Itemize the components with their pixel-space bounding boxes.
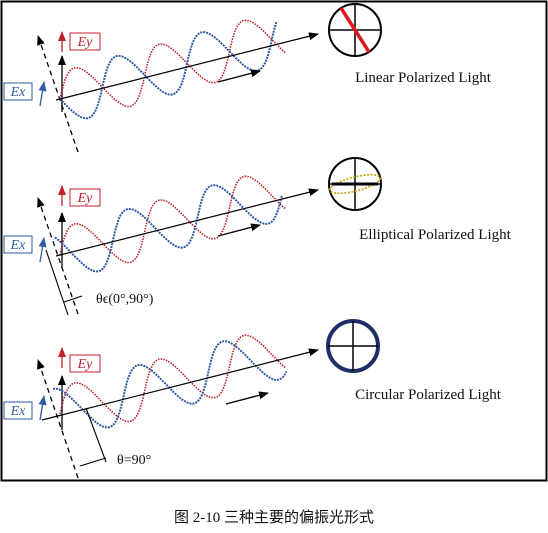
- ey-label-box: [69, 188, 101, 207]
- ey-label-box: [69, 354, 101, 373]
- dashed-axis: [37, 197, 79, 315]
- ey-wave: [59, 19, 286, 108]
- ey-label: Ey: [77, 191, 94, 206]
- ey-label: Ey: [77, 357, 94, 372]
- panel-title-circular: Circular Polarized Light: [355, 387, 502, 403]
- ex-arrow: [38, 237, 47, 263]
- dashed-axis: [37, 359, 79, 479]
- angle-tick: [63, 295, 83, 303]
- direction-arrow: [225, 391, 269, 405]
- ex-label: Ex: [10, 85, 27, 100]
- panel-title-linear: Linear Polarized Light: [355, 70, 492, 86]
- ex-label: Ex: [10, 238, 27, 253]
- linear-polarization-icon: [328, 3, 382, 57]
- circular-polarization-icon: [326, 319, 380, 373]
- angle-ref-line: [45, 249, 69, 316]
- direction-arrow: [217, 223, 261, 237]
- ex-arrow: [38, 395, 47, 421]
- ex-wave: [52, 340, 288, 429]
- panel-title-elliptical: Elliptical Polarized Light: [359, 227, 511, 243]
- ex-wave: [54, 184, 283, 273]
- angle-tick: [79, 457, 107, 467]
- panel-elliptical: Ey Ex θϵ(0°,90°) Elliptical Polarized Li…: [3, 157, 512, 316]
- ey-label-box: [69, 32, 101, 51]
- ex-label-box: [3, 401, 33, 420]
- ex-label-box: [3, 235, 33, 254]
- direction-arrow: [217, 69, 261, 83]
- elliptical-polarization-icon: [328, 157, 382, 211]
- angle-label: θ=90°: [117, 453, 151, 468]
- panel-circular: Ey Ex θ=90° Circular Polarized Light: [3, 319, 502, 479]
- propagation-axis: [55, 32, 319, 101]
- ey-wave: [59, 175, 286, 264]
- angle-label: θϵ(0°,90°): [96, 292, 154, 307]
- ey-wave: [59, 334, 286, 423]
- dashed-axis: [37, 35, 79, 153]
- ex-arrow: [38, 81, 47, 107]
- panel-linear: Ey Ex Linear Polarized Light: [3, 3, 492, 153]
- figure-caption: 图 2-10 三种主要的偏振光形式: [174, 509, 374, 526]
- angle-ref-line: [85, 407, 107, 463]
- figure-frame: [0, 0, 548, 482]
- propagation-axis: [41, 348, 319, 421]
- propagation-axis: [55, 188, 319, 257]
- ey-label: Ey: [77, 35, 94, 50]
- ex-label-box: [3, 82, 33, 101]
- ex-label: Ex: [10, 404, 27, 419]
